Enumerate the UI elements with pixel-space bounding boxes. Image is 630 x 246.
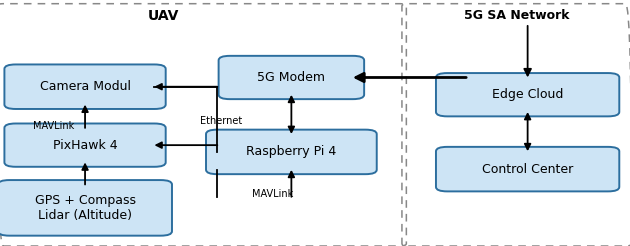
FancyBboxPatch shape [4,64,166,109]
Text: MAVLink: MAVLink [33,121,74,131]
Text: Edge Cloud: Edge Cloud [492,88,563,101]
FancyBboxPatch shape [0,180,172,236]
Text: UAV: UAV [148,9,180,23]
FancyBboxPatch shape [436,147,619,191]
Text: GPS + Compass
Lidar (Altitude): GPS + Compass Lidar (Altitude) [35,194,135,222]
Text: 5G Modem: 5G Modem [258,71,325,84]
FancyBboxPatch shape [206,130,377,174]
Text: Control Center: Control Center [482,163,573,176]
Text: 5G SA Network: 5G SA Network [464,9,570,22]
FancyBboxPatch shape [4,123,166,167]
Text: PixHawk 4: PixHawk 4 [53,139,117,152]
FancyBboxPatch shape [436,73,619,116]
Text: Ethernet: Ethernet [200,116,243,125]
Text: Raspberry Pi 4: Raspberry Pi 4 [246,145,336,158]
Text: MAVLink: MAVLink [251,189,293,199]
FancyBboxPatch shape [219,56,364,99]
Text: Camera Modul: Camera Modul [40,80,130,93]
